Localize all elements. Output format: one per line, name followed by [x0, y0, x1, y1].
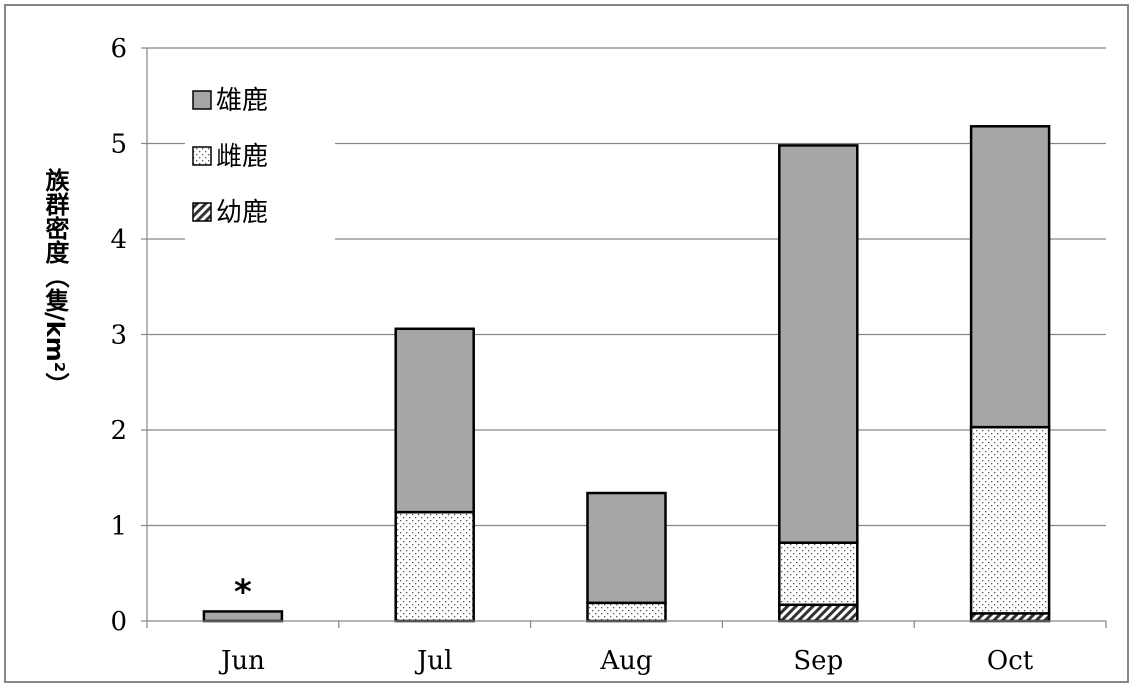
legend-label: 幼鹿: [216, 198, 268, 228]
legend-label: 雌鹿: [216, 142, 268, 172]
x-tick-label: Jul: [414, 646, 452, 676]
y-tick-label: 3: [110, 321, 127, 351]
axes: [146, 48, 1107, 628]
annotation-asterisk: *: [234, 572, 252, 612]
bar-segment-oct: [969, 125, 1051, 429]
x-tick-label: Jun: [218, 646, 265, 676]
bars-group: [202, 125, 1051, 623]
legend-swatch: [192, 146, 212, 166]
y-axis-label: 族群密度（隻/km²）: [41, 167, 70, 396]
legend-swatch: [192, 90, 212, 110]
x-tick-label: Sep: [793, 646, 843, 676]
bar-segment-oct: [969, 425, 1051, 615]
y-tick-label: 5: [110, 130, 127, 160]
y-tick-label: 6: [110, 34, 127, 64]
y-tick-label: 4: [110, 225, 127, 255]
y-tick-label: 1: [110, 512, 127, 542]
y-tick-label: 0: [110, 607, 127, 637]
bar-segment-jul: [394, 327, 475, 514]
x-tick-label: Oct: [987, 646, 1034, 676]
bar-segment-sep: [778, 603, 859, 623]
x-tick-label: Aug: [599, 646, 652, 676]
bar-segment-aug: [586, 491, 667, 605]
bar-segment-jul: [394, 510, 475, 623]
x-tick-labels: Jun Jul Aug Sep Oct: [218, 646, 1034, 676]
bar-segment-sep: [778, 144, 859, 544]
annotations: *: [234, 572, 252, 612]
legend-swatch: [192, 202, 212, 222]
y-tick-label: 2: [110, 416, 127, 446]
bar-segment-aug: [586, 601, 667, 623]
bar-segment-sep: [778, 541, 859, 607]
legend-label: 雄鹿: [216, 86, 268, 116]
bar-segment-jun: [202, 610, 284, 623]
y-tick-labels: 0 1 2 3 4 5 6: [110, 34, 127, 637]
